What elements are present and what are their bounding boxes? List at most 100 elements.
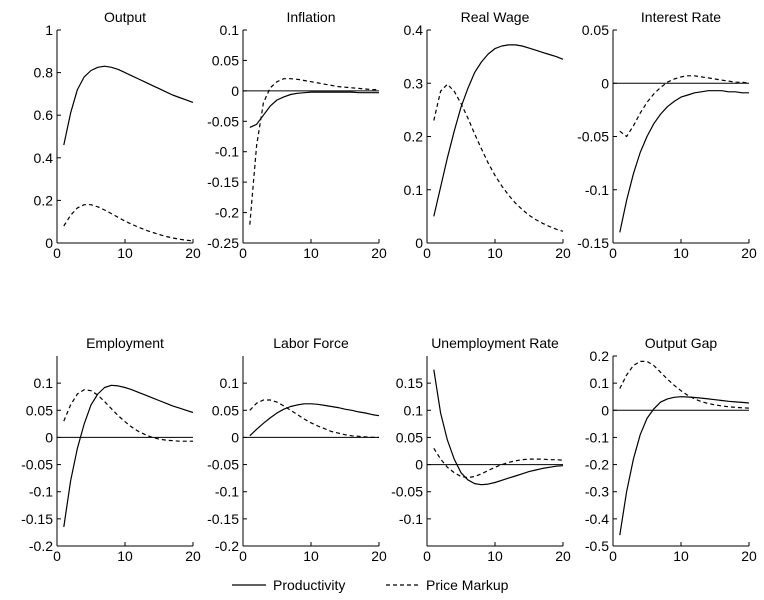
panel-inflation: Inflation -0.25 -0.2 -0.15 -0.1 -0.05 0 0.05 0.1… <box>207 9 387 261</box>
x-tick-label: 0 <box>239 245 247 261</box>
panel-output-gap: Output Gap -0.5 -0.4 -0.3 -0.2 -0.1 0 0.1 0.2 0 10… <box>585 335 757 564</box>
x-tick-label: 0 <box>423 548 431 564</box>
y-tick-label: -0.2 <box>585 457 609 473</box>
y-tick-label: -0.1 <box>215 144 239 160</box>
panel-title-employment: Employment <box>86 335 164 351</box>
x-tick-label: 0 <box>239 548 247 564</box>
y-tick-label: -0.1 <box>585 182 609 198</box>
x-tick-label: 10 <box>487 245 503 261</box>
panel-title-output: Output <box>104 9 146 25</box>
series-line-productivity-inflation <box>249 91 379 128</box>
y-tick-label: -0.05 <box>207 113 239 129</box>
x-tick-label: 0 <box>609 245 617 261</box>
series-line-price-markup-employment <box>63 389 193 442</box>
y-tick-label: 0.15 <box>396 375 423 391</box>
series-line-price-markup-unemployment-rate <box>433 447 564 479</box>
x-tick-label: 0 <box>53 245 61 261</box>
series-line-price-markup-interest-rate <box>619 75 750 138</box>
x-tick-label: 0 <box>423 245 431 261</box>
y-tick-label: 0 <box>601 402 609 418</box>
panel-interest-rate: Interest Rate -0.15 -0.1 -0.05 0 0.05 0 10 20 <box>577 9 757 261</box>
x-tick-label: 20 <box>555 548 571 564</box>
x-tick-label: 10 <box>117 245 133 261</box>
series-line-productivity-employment <box>63 384 194 528</box>
x-tick-label: 20 <box>185 245 201 261</box>
x-tick-label: 20 <box>741 245 757 261</box>
series-line-productivity-interest-rate <box>619 90 749 233</box>
panel-title-interest-rate: Interest Rate <box>641 9 721 25</box>
y-tick-label: 0.05 <box>396 429 423 445</box>
y-tick-label: 0.1 <box>404 402 424 418</box>
y-tick-label: -0.15 <box>21 511 53 527</box>
y-tick-label: 0 <box>415 235 423 251</box>
y-tick-label: 0.4 <box>404 22 424 38</box>
x-tick-label: 10 <box>673 245 689 261</box>
y-tick-label: -0.25 <box>207 235 239 251</box>
y-tick-label: 0 <box>601 75 609 91</box>
x-tick-label: 20 <box>185 548 201 564</box>
y-tick-label: 0.2 <box>590 348 610 364</box>
y-tick-label: -0.05 <box>391 484 423 500</box>
panel-title-real-wage: Real Wage <box>461 9 530 25</box>
y-tick-label: 0.05 <box>26 402 53 418</box>
y-tick-label: 0 <box>45 429 53 445</box>
y-tick-label: -0.2 <box>29 538 53 554</box>
series-line-price-markup-real-wage <box>433 83 564 232</box>
y-tick-label: 0.05 <box>212 52 239 68</box>
panel-title-labor-force: Labor Force <box>273 335 349 351</box>
series-line-price-markup-inflation <box>249 78 379 225</box>
y-tick-label: -0.15 <box>207 174 239 190</box>
y-tick-label: 0 <box>415 457 423 473</box>
y-tick-label: 0.1 <box>34 375 54 391</box>
y-tick-label: 0.1 <box>220 375 240 391</box>
y-tick-label: -0.15 <box>207 511 239 527</box>
x-tick-label: 20 <box>555 245 571 261</box>
y-tick-label: 0 <box>231 83 239 99</box>
panel-labor-force: Labor Force -0.2 -0.15 -0.1 -0.05 0 0.05 0.1 0 10… <box>207 335 387 564</box>
y-tick-label: -0.15 <box>577 235 609 251</box>
x-tick-label: 10 <box>303 245 319 261</box>
y-tick-label: 0.3 <box>404 75 424 91</box>
y-tick-label: -0.1 <box>585 429 609 445</box>
x-tick-label: 10 <box>303 548 319 564</box>
panel-unemployment-rate: Unemployment Rate -0.1 -0.05 0 0.05 0.1 0.15 0 1… <box>391 335 571 564</box>
y-tick-label: 0.1 <box>590 375 610 391</box>
y-tick-label: 0 <box>45 235 53 251</box>
series-line-productivity-output <box>63 65 194 146</box>
y-tick-label: -0.1 <box>215 484 239 500</box>
y-tick-label: -0.05 <box>577 129 609 145</box>
panel-real-wage: Real Wage 0 0.1 0.2 0.3 0.4 0 10 20 <box>404 9 571 261</box>
x-tick-label: 0 <box>53 548 61 564</box>
y-tick-label: 0.1 <box>404 182 424 198</box>
series-line-price-markup-output <box>63 204 194 242</box>
panel-title-unemployment-rate: Unemployment Rate <box>431 335 559 351</box>
series-line-productivity-real-wage <box>433 44 564 217</box>
y-tick-label: 0 <box>231 429 239 445</box>
y-tick-label: 0.6 <box>34 107 54 123</box>
series-line-price-markup-labor-force <box>249 399 379 438</box>
y-tick-label: -0.2 <box>215 205 239 221</box>
series-line-productivity-labor-force <box>249 403 380 437</box>
y-tick-label: 0.2 <box>34 192 54 208</box>
x-tick-label: 10 <box>673 548 689 564</box>
y-tick-label: 0.8 <box>34 65 54 81</box>
y-tick-label: -0.5 <box>585 538 609 554</box>
panel-title-inflation: Inflation <box>286 9 335 25</box>
series-line-productivity-output-gap <box>619 396 750 536</box>
legend-label-price-markup: Price Markup <box>426 577 509 593</box>
x-tick-label: 0 <box>609 548 617 564</box>
x-tick-label: 10 <box>117 548 133 564</box>
y-tick-label: 1 <box>45 22 53 38</box>
x-tick-label: 20 <box>741 548 757 564</box>
y-tick-label: 0.4 <box>34 150 54 166</box>
y-tick-label: -0.4 <box>585 511 609 527</box>
y-tick-label: -0.05 <box>207 457 239 473</box>
y-tick-label: -0.05 <box>21 457 53 473</box>
x-tick-label: 20 <box>371 245 387 261</box>
legend: Productivity Price Markup <box>232 577 509 593</box>
y-tick-label: -0.1 <box>399 511 423 527</box>
x-tick-label: 10 <box>487 548 503 564</box>
